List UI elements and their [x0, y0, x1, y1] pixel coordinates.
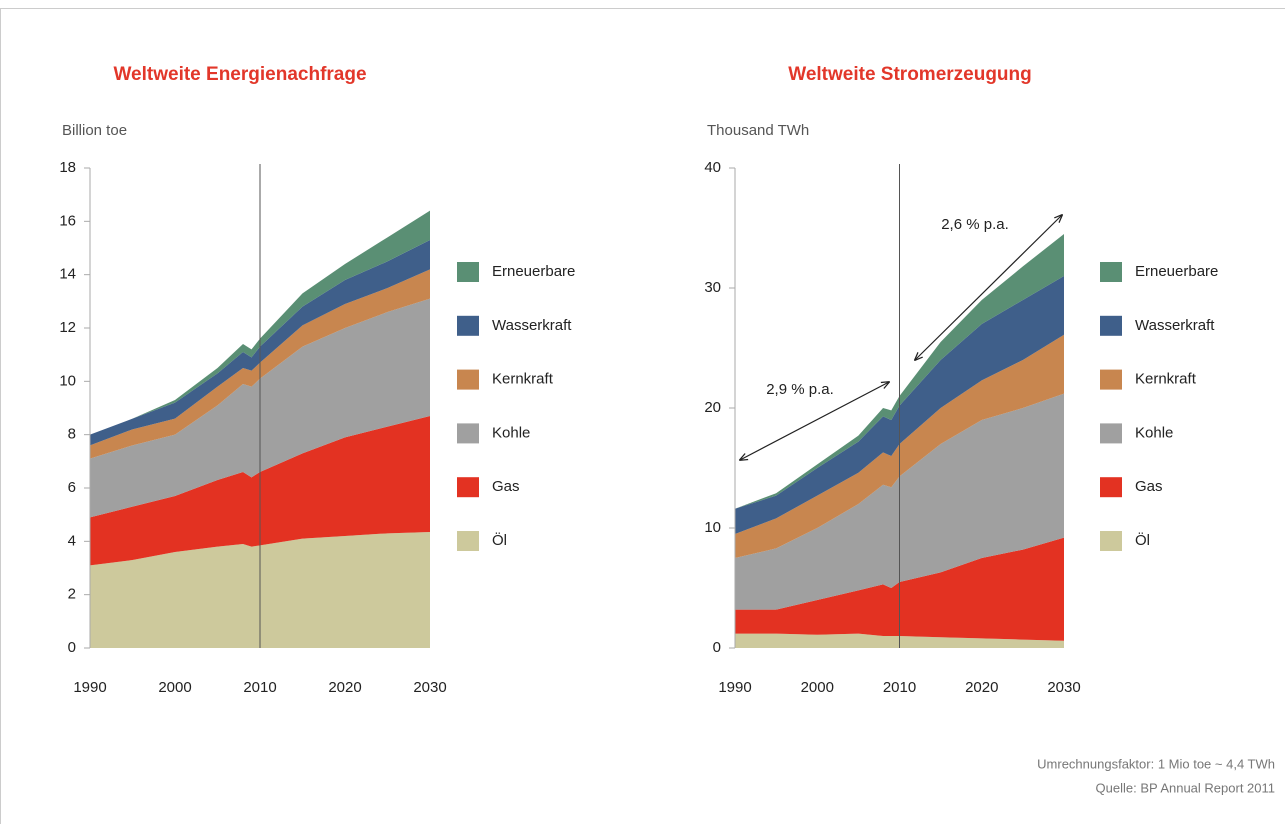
y-tick-label: 4	[68, 532, 76, 549]
legend-label: Wasserkraft	[1135, 317, 1215, 334]
legend-label: Gas	[1135, 478, 1163, 495]
legend-label: Erneuerbare	[492, 263, 575, 280]
legend-swatch	[457, 369, 479, 390]
legend-label: Kohle	[492, 424, 530, 441]
legend-swatch	[457, 477, 479, 498]
x-tick-label: 2000	[801, 679, 834, 696]
y-axis-label: Billion toe	[62, 122, 127, 139]
y-tick-label: 10	[59, 372, 76, 389]
y-tick-label: 14	[59, 266, 76, 283]
arrow	[740, 382, 889, 460]
legend-swatch	[1100, 423, 1122, 444]
footnote: Umrechnungsfaktor: 1 Mio toe ~ 4,4 TWh	[1037, 756, 1275, 771]
y-tick-label: 6	[68, 479, 76, 496]
y-tick-label: 10	[704, 519, 721, 536]
x-tick-label: 2010	[883, 679, 916, 696]
legend-swatch	[1100, 315, 1122, 336]
legend-label: Öl	[1135, 531, 1150, 549]
x-tick-label: 2020	[328, 679, 361, 696]
legend-swatch	[1100, 531, 1122, 551]
legend-swatch	[457, 315, 479, 336]
y-tick-label: 20	[704, 399, 721, 416]
legend-swatch	[1100, 262, 1122, 282]
x-tick-label: 2010	[243, 679, 276, 696]
legend-label: Wasserkraft	[492, 317, 572, 334]
x-tick-label: 2000	[158, 679, 191, 696]
x-tick-label: 2030	[1047, 679, 1080, 696]
chart-title: Weltweite Stromerzeugung	[788, 64, 1032, 85]
legend-label: Kohle	[1135, 424, 1173, 441]
annotation: 2,6 % p.a.	[941, 216, 1009, 233]
y-axis-label: Thousand TWh	[707, 122, 809, 139]
chart-title: Weltweite Energienachfrage	[113, 64, 366, 85]
legend-label: Kernkraft	[1135, 371, 1197, 388]
y-tick-label: 0	[68, 639, 76, 656]
y-tick-label: 40	[704, 159, 721, 176]
x-tick-label: 2020	[965, 679, 998, 696]
legend-label: Öl	[492, 531, 507, 549]
arrow	[915, 215, 1062, 360]
y-tick-label: 16	[59, 212, 76, 229]
legend-swatch	[457, 423, 479, 444]
legend-swatch	[457, 262, 479, 282]
legend-swatch	[457, 531, 479, 551]
legend-swatch	[1100, 477, 1122, 498]
y-tick-label: 2	[68, 586, 76, 603]
area	[90, 240, 430, 446]
area	[90, 210, 430, 435]
y-tick-label: 8	[68, 426, 76, 443]
footnote: Quelle: BP Annual Report 2011	[1096, 780, 1275, 795]
y-tick-label: 18	[59, 159, 76, 176]
frame	[0, 8, 1285, 824]
x-tick-label: 1990	[718, 679, 751, 696]
y-tick-label: 12	[59, 319, 76, 336]
y-tick-label: 30	[704, 279, 721, 296]
legend-label: Kernkraft	[492, 371, 554, 388]
annotation: 2,9 % p.a.	[766, 381, 834, 398]
x-tick-label: 2030	[413, 679, 446, 696]
y-tick-label: 0	[713, 639, 721, 656]
x-tick-label: 1990	[73, 679, 106, 696]
legend-swatch	[1100, 369, 1122, 390]
legend-label: Gas	[492, 478, 520, 495]
legend-label: Erneuerbare	[1135, 263, 1218, 280]
